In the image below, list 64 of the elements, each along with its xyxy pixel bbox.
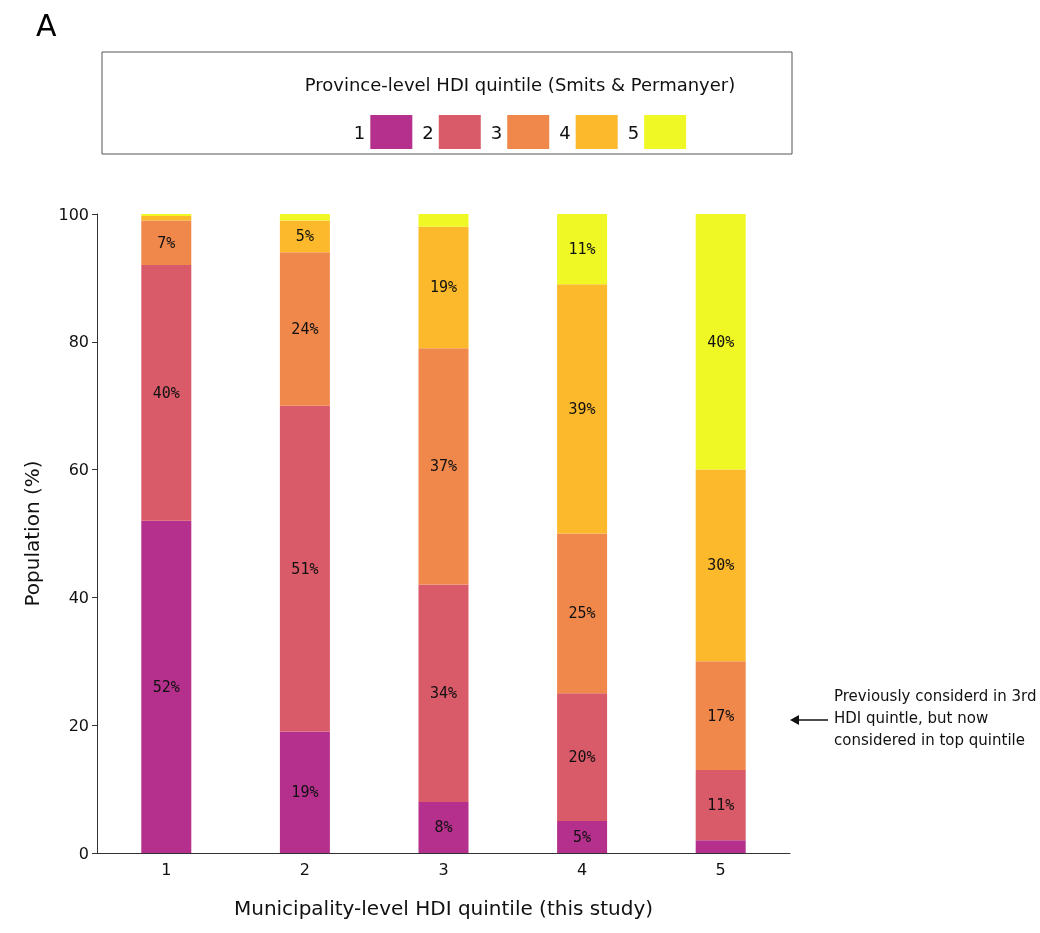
bar: [418, 801, 469, 853]
legend-label: 2: [422, 121, 434, 143]
x-tick-label: 2: [299, 859, 310, 879]
y-tick-label: 20: [68, 715, 89, 735]
bar: [557, 214, 608, 285]
bar: [279, 405, 330, 732]
bar: [695, 469, 746, 662]
data-label: 51%: [291, 559, 319, 578]
legend-title: Province-level HDI quintile (Smits & Permanyer): [304, 73, 736, 95]
legend-label: 1: [353, 121, 366, 143]
bar: [418, 584, 469, 802]
legend-label: 5: [627, 121, 640, 143]
bar: [557, 693, 608, 822]
bar: [279, 252, 330, 406]
data-label: 34%: [429, 684, 458, 703]
data-label: 19%: [291, 783, 319, 802]
data-label: 11%: [568, 240, 596, 259]
bar: [141, 220, 192, 266]
bar: [557, 284, 608, 534]
bar: [418, 226, 469, 349]
x-tick-label: 1: [161, 859, 172, 879]
bar: [418, 348, 469, 585]
y-tick-label: 40: [68, 587, 89, 607]
data-label: 8%: [434, 818, 453, 837]
data-label: 19%: [429, 278, 458, 297]
data-label: 7%: [157, 233, 176, 252]
data-label: 25%: [568, 604, 596, 623]
x-tick-label: 5: [715, 859, 726, 879]
data-label: 37%: [429, 457, 458, 476]
bar: [141, 265, 192, 521]
data-label: 11%: [707, 796, 735, 815]
text: Previously considerd in 3rd HDI quintle, but now considered in top quintile: [834, 686, 1038, 751]
bar: [695, 840, 746, 853]
data-label: 40%: [707, 332, 735, 351]
bar: [279, 214, 330, 221]
data-label: 39%: [568, 399, 596, 418]
data-label: 24%: [291, 320, 319, 339]
y-tick-label: 80: [68, 332, 89, 352]
y-tick-label: 0: [78, 843, 89, 863]
bar: [695, 769, 746, 841]
bar: [695, 214, 746, 470]
bar: [557, 821, 608, 853]
data-label: 30%: [707, 556, 735, 575]
bar: [557, 533, 608, 694]
data-label: 20%: [568, 748, 596, 767]
bar: [695, 661, 746, 770]
bar: [279, 220, 330, 253]
data-label: 52%: [152, 677, 180, 696]
text: A: [36, 8, 57, 43]
y-tick-label: 100: [58, 204, 89, 224]
x-tick-label: 3: [438, 859, 449, 879]
x-tick-label: 4: [577, 859, 588, 879]
data-label: 40%: [152, 383, 180, 402]
y-axis-title: Population (%): [20, 460, 44, 607]
data-label: 5%: [295, 227, 314, 246]
x-axis-title: Municipality-level HDI quintile (this study): [233, 896, 654, 920]
bar: [141, 520, 192, 853]
data-label: 17%: [707, 706, 735, 725]
legend-label: 4: [559, 121, 571, 143]
bar: [279, 731, 330, 853]
data-label: 5%: [573, 828, 592, 847]
y-tick-label: 60: [68, 460, 89, 480]
bar: [418, 214, 469, 227]
legend-label: 3: [490, 121, 503, 143]
